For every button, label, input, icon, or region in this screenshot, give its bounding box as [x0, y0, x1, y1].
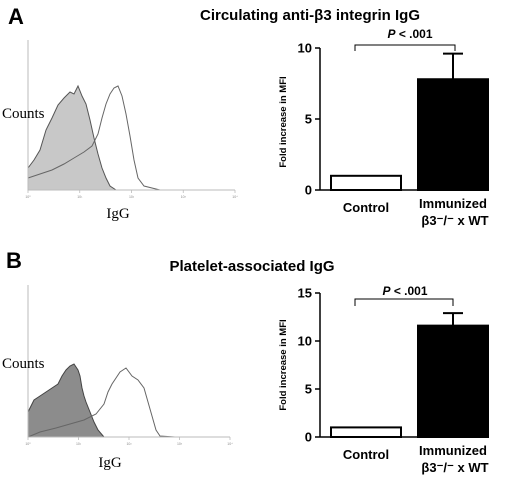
bar-control-b — [330, 426, 402, 438]
bar-y-tick-label-a: 10 — [298, 41, 312, 56]
histogram-x-tick-label-b: 10² — [126, 442, 132, 446]
bar-y-ticks-b: 0 5 10 15 — [298, 286, 320, 445]
panel-letter-a: A — [8, 4, 24, 29]
histogram-x-tick-label-b: 10⁴ — [227, 442, 233, 446]
flow-histogram-a: 10⁰ 10¹ 10² 10³ 10⁴ Counts IgG — [2, 40, 238, 222]
p-value-b: P < .001 — [382, 284, 427, 298]
panel-title-a: Circulating anti-β3 integrin IgG — [200, 7, 420, 24]
histogram-open-curve-b — [27, 367, 230, 438]
bar-marks-b — [330, 312, 489, 439]
bar-y-tick-label-a: 5 — [305, 112, 312, 127]
histogram-xlabel-a: IgG — [106, 206, 129, 222]
bar-y-ticks-a: 0 5 10 — [298, 41, 320, 198]
panel-a: A Circulating anti-β3 integrin IgG 10⁰ 10… — [2, 4, 489, 228]
histogram-x-ticks-b: 10⁰ 10¹ 10² 10³ 10⁴ — [25, 437, 233, 446]
bar-chart-b: 0 5 10 15 Fold increase in MFI Control Immu… — [278, 284, 489, 475]
bar-marks-a — [330, 52, 489, 192]
histogram-filled-curve-a — [27, 84, 118, 191]
bar-category-immunized-sub-a: β3⁻/⁻ x WT — [421, 213, 488, 228]
bar-y-tick-label-b: 5 — [305, 382, 312, 397]
bar-ylabel-b: Fold increase in MFI — [278, 319, 289, 410]
histogram-x-tick-label-a: 10⁴ — [232, 195, 238, 199]
panel-title-b: Platelet-associated IgG — [169, 258, 334, 275]
histogram-x-tick-label-a: 10² — [129, 195, 135, 199]
histogram-ylabel-b: Counts — [2, 356, 45, 372]
histogram-ylabel-a: Counts — [2, 106, 45, 122]
bar-y-tick-label-a: 0 — [305, 183, 312, 198]
flow-histogram-b: 10⁰ 10¹ 10² 10³ 10⁴ Counts IgG — [2, 285, 233, 471]
significance-bracket-a — [354, 44, 456, 51]
histogram-x-ticks-a: 10⁰ 10¹ 10² 10³ 10⁴ — [25, 190, 238, 199]
histogram-filled-curve-b — [27, 363, 106, 438]
bar-immunized-a — [417, 78, 489, 191]
bar-control-a — [330, 174, 402, 192]
bar-category-immunized-b: Immunized — [419, 443, 487, 458]
bar-chart-a: 0 5 10 Fold increase in MFI Control Immuni… — [278, 27, 489, 228]
bar-y-tick-label-b: 10 — [298, 334, 312, 349]
histogram-x-tick-label-a: 10³ — [181, 195, 187, 199]
significance-bracket-b — [354, 298, 454, 306]
histogram-x-tick-label-a: 10⁰ — [25, 195, 31, 199]
bar-immunized-b — [417, 324, 489, 439]
bar-category-immunized-sub-b: β3⁻/⁻ x WT — [421, 460, 488, 475]
bar-category-control-b: Control — [343, 447, 389, 462]
p-value-a: P < .001 — [387, 27, 432, 41]
bar-y-tick-label-b: 0 — [305, 430, 312, 445]
histogram-x-tick-label-b: 10¹ — [76, 442, 82, 446]
histogram-x-tick-label-b: 10³ — [177, 442, 183, 446]
panel-letter-b: B — [6, 248, 22, 273]
histogram-xlabel-b: IgG — [98, 455, 121, 471]
histogram-open-curve-a — [27, 85, 235, 191]
panel-b: B Platelet-associated IgG 10⁰ 10¹ 10² 10³ 10… — [2, 248, 489, 475]
bar-y-tick-label-b: 15 — [298, 286, 312, 301]
histogram-x-tick-label-b: 10⁰ — [25, 442, 31, 446]
histogram-x-tick-label-a: 10¹ — [77, 195, 83, 199]
bar-category-immunized-a: Immunized — [419, 196, 487, 211]
bar-category-control-a: Control — [343, 200, 389, 215]
bar-ylabel-a: Fold increase in MFI — [278, 76, 289, 167]
